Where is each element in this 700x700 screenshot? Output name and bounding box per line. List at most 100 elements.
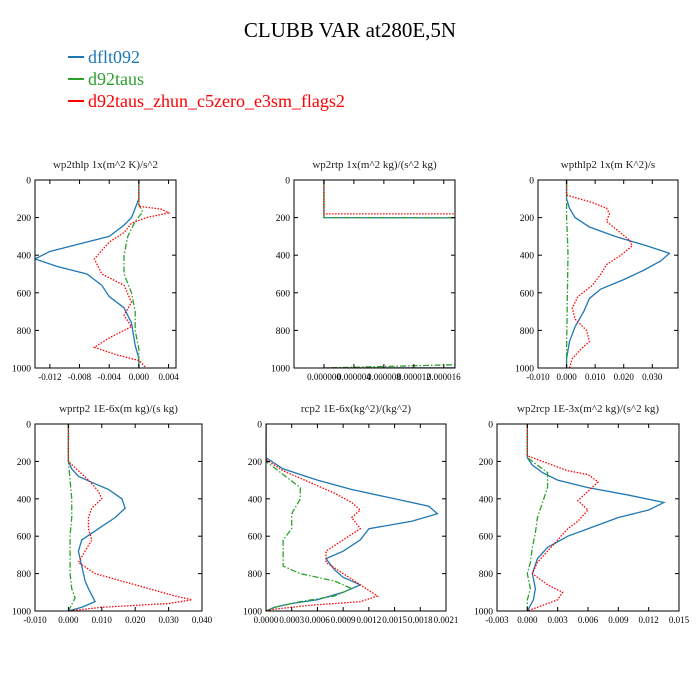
y-tick-label: 1000 — [12, 608, 31, 618]
y-tick-label: 200 — [479, 458, 494, 468]
series-line-3 — [323, 180, 455, 368]
y-tick-label: 600 — [17, 533, 32, 543]
series-line-1 — [266, 424, 439, 611]
x-tick-label: 0.0018 — [408, 615, 433, 625]
x-tick-label: -0.010 — [23, 615, 47, 625]
series-line-3 — [565, 180, 634, 368]
x-tick-label: -0.008 — [68, 372, 92, 382]
y-tick-label: 400 — [17, 495, 32, 505]
y-tick-label: 600 — [520, 289, 535, 299]
x-tick-label: -0.010 — [526, 372, 550, 382]
y-tick-label: 0 — [26, 421, 31, 431]
plot-frame — [537, 179, 679, 369]
legend-swatch-1 — [68, 56, 84, 58]
y-tick-label: 1000 — [515, 365, 534, 375]
x-tick-label: 0.0006 — [305, 615, 330, 625]
plot-frame — [34, 423, 203, 612]
x-tick-label: 0.009 — [608, 615, 629, 625]
x-tick-label: 0.010 — [585, 372, 606, 382]
x-tick-label: 0.0015 — [382, 615, 407, 625]
y-tick-label: 400 — [520, 252, 535, 262]
x-tick-label: 0.040 — [192, 615, 213, 625]
chart-panel-2: wp2rtp 1x(m^2 kg)/(s^2 kg) 0 200 400 600 800 1… — [271, 159, 461, 382]
x-tick-label: 0.000016 — [427, 372, 461, 382]
chart-panel-6: wp2rcp 1E-3x(m^2 kg)/(s^2 kg) 0 200 400 600 8… — [474, 403, 690, 625]
series-line-2 — [266, 424, 354, 611]
chart-panel-5: rcp2 1E-6x(kg^2)/(kg^2) 0 200 400 600 800 1000… — [243, 403, 458, 625]
legend-item-3: d92taus_zhun_c5zero_e3sm_flags2 — [68, 90, 345, 112]
series-line-1 — [323, 180, 455, 368]
y-tick-label: 600 — [17, 289, 32, 299]
series-line-1 — [565, 180, 671, 368]
series-line-1 — [67, 424, 126, 611]
y-tick-label: 0 — [26, 177, 31, 187]
y-tick-label: 400 — [479, 495, 494, 505]
y-tick-label: 1000 — [271, 365, 290, 375]
series-line-2 — [565, 180, 569, 368]
plot-frame — [265, 423, 447, 612]
x-tick-label: 0.000 — [58, 615, 79, 625]
x-tick-label: 0.000008 — [367, 372, 401, 382]
y-tick-label: 0 — [529, 177, 534, 187]
x-tick-label: 0.000012 — [397, 372, 431, 382]
series-line-3 — [266, 424, 379, 611]
x-tick-label: 0.030 — [158, 615, 179, 625]
x-tick-label: -0.003 — [485, 615, 509, 625]
y-tick-label: 1000 — [12, 365, 31, 375]
y-tick-label: 200 — [248, 458, 263, 468]
y-tick-label: 800 — [520, 327, 535, 337]
x-tick-label: -0.004 — [98, 372, 122, 382]
panel-title: wp2rtp 1x(m^2 kg)/(s^2 kg) — [312, 159, 437, 171]
series-line-3 — [67, 424, 193, 611]
x-tick-label: 0.006 — [578, 615, 599, 625]
series-line-2 — [323, 180, 455, 368]
y-tick-label: 1000 — [474, 608, 493, 618]
x-tick-label: 0.0009 — [331, 615, 356, 625]
y-tick-label: 600 — [248, 533, 263, 543]
series-line-1 — [35, 180, 140, 368]
panel-title: wprtp2 1E-6x(m kg)/(s kg) — [59, 403, 178, 415]
y-tick-label: 0 — [285, 177, 290, 187]
series-line-1 — [526, 424, 666, 611]
series-line-2 — [67, 424, 76, 611]
x-tick-label: 0.004 — [158, 372, 179, 382]
y-tick-label: 1000 — [243, 608, 262, 618]
x-tick-label: 0.000000 — [307, 372, 341, 382]
x-tick-label: 0.0000 — [254, 615, 279, 625]
series-line-3 — [92, 180, 171, 368]
x-tick-label: 0.020 — [125, 615, 146, 625]
plot-frame — [496, 423, 680, 612]
y-tick-label: 800 — [17, 327, 32, 337]
y-tick-label: 800 — [276, 327, 291, 337]
x-tick-label: 0.020 — [614, 372, 635, 382]
x-tick-label: 0.0021 — [434, 615, 459, 625]
page-title: CLUBB VAR at280E,5N — [243, 18, 457, 42]
y-tick-label: 200 — [17, 214, 32, 224]
x-tick-label: 0.000 — [556, 372, 577, 382]
y-tick-label: 400 — [276, 252, 291, 262]
series-line-3 — [526, 424, 600, 611]
x-tick-label: 0.0012 — [356, 615, 381, 625]
x-tick-label: -0.012 — [38, 372, 61, 382]
x-tick-label: 0.000 — [129, 372, 150, 382]
chart-panel-4: wprtp2 1E-6x(m kg)/(s kg) 0 200 400 600 800 10… — [12, 403, 213, 625]
x-tick-label: 0.030 — [642, 372, 663, 382]
x-tick-label: 0.000 — [517, 615, 538, 625]
x-tick-label: 0.003 — [548, 615, 569, 625]
x-tick-label: 0.015 — [669, 615, 690, 625]
y-tick-label: 200 — [520, 214, 535, 224]
panel-title: wp2rcp 1E-3x(m^2 kg)/(s^2 kg) — [517, 403, 659, 415]
y-tick-label: 600 — [276, 289, 291, 299]
series-line-2 — [526, 424, 549, 611]
plot-frame — [293, 179, 456, 369]
y-tick-label: 200 — [17, 458, 32, 468]
legend-label-1: dflt092 — [88, 47, 140, 67]
panel-title: rcp2 1E-6x(kg^2)/(kg^2) — [301, 403, 412, 415]
y-tick-label: 0 — [488, 421, 493, 431]
legend-item-2: d92taus — [68, 68, 144, 90]
panel-title: wp2thlp 1x(m^2 K)/s^2 — [53, 159, 158, 171]
y-tick-label: 800 — [479, 570, 494, 580]
x-tick-label: 0.000004 — [337, 372, 371, 382]
series-line-2 — [123, 180, 144, 368]
